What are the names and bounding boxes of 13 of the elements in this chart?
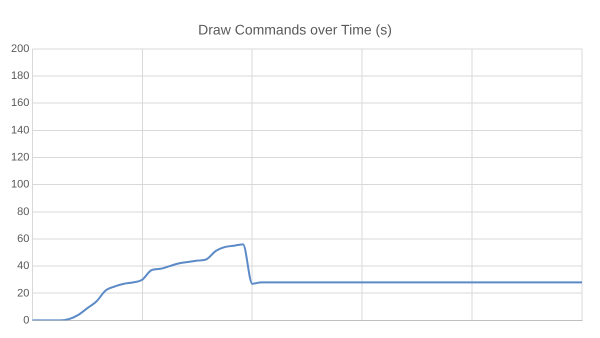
y-tick-label: 120 (10, 151, 30, 164)
chart-title: Draw Commands over Time (s) (198, 21, 392, 38)
y-tick-label: 180 (10, 70, 30, 82)
y-tick-label: 100 (10, 178, 30, 191)
y-tick-label: 200 (10, 42, 30, 55)
y-tick-label: 20 (17, 287, 30, 300)
y-tick-label: 0 (23, 314, 30, 326)
y-tick-label: 160 (10, 97, 30, 110)
line-series (32, 243, 582, 320)
y-tick-label: 60 (17, 232, 30, 245)
y-tick-label: 80 (17, 206, 30, 218)
y-tick-label: 40 (17, 260, 30, 272)
y-tick-label: 140 (10, 124, 30, 136)
